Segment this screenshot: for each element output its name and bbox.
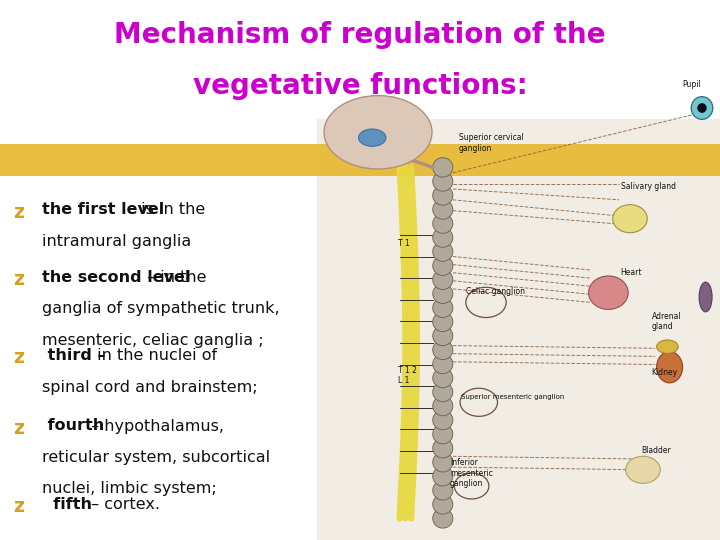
Text: Pupil: Pupil xyxy=(682,80,701,90)
Text: Superior cervical
ganglion: Superior cervical ganglion xyxy=(459,133,523,153)
Text: Adrenal
gland: Adrenal gland xyxy=(652,312,681,332)
Ellipse shape xyxy=(433,495,453,514)
Ellipse shape xyxy=(433,312,453,332)
Ellipse shape xyxy=(433,172,453,191)
Ellipse shape xyxy=(433,284,453,303)
Text: Heart: Heart xyxy=(621,268,642,278)
Text: T 1 2
L 1: T 1 2 L 1 xyxy=(398,366,417,386)
Ellipse shape xyxy=(433,481,453,500)
Text: intramural ganglia: intramural ganglia xyxy=(42,234,191,249)
Text: – cortex.: – cortex. xyxy=(86,497,160,512)
Text: Superior mesenteric ganglion: Superior mesenteric ganglion xyxy=(461,394,564,400)
Text: T 1: T 1 xyxy=(398,239,410,248)
Ellipse shape xyxy=(433,186,453,205)
Ellipse shape xyxy=(433,467,453,486)
Text: fourth: fourth xyxy=(42,418,104,434)
Ellipse shape xyxy=(433,228,453,247)
Text: Inferior
mesenteric
ganglion: Inferior mesenteric ganglion xyxy=(450,458,493,488)
Text: the first level: the first level xyxy=(42,202,164,218)
Ellipse shape xyxy=(433,410,453,430)
Ellipse shape xyxy=(433,158,453,177)
Text: reticular system, subcortical: reticular system, subcortical xyxy=(42,450,270,465)
Ellipse shape xyxy=(433,438,453,458)
Ellipse shape xyxy=(626,456,660,483)
Ellipse shape xyxy=(433,214,453,233)
Text: vegetative functions:: vegetative functions: xyxy=(193,72,527,100)
Text: Salivary gland: Salivary gland xyxy=(621,182,675,191)
Ellipse shape xyxy=(433,368,453,388)
Ellipse shape xyxy=(433,256,453,275)
Ellipse shape xyxy=(433,396,453,416)
Ellipse shape xyxy=(589,276,628,309)
Ellipse shape xyxy=(433,340,453,360)
Ellipse shape xyxy=(698,103,706,113)
Text: third –: third – xyxy=(42,348,105,363)
Text: in the nuclei of: in the nuclei of xyxy=(92,348,217,363)
Ellipse shape xyxy=(433,354,453,374)
Ellipse shape xyxy=(433,509,453,528)
Text: Kidney: Kidney xyxy=(652,368,678,377)
Ellipse shape xyxy=(359,129,386,146)
Text: z: z xyxy=(13,497,24,516)
Ellipse shape xyxy=(433,424,453,444)
Text: fifth: fifth xyxy=(42,497,91,512)
Text: Celiac ganglion: Celiac ganglion xyxy=(466,287,525,296)
Text: Mechanism of regulation of the: Mechanism of regulation of the xyxy=(114,21,606,49)
Ellipse shape xyxy=(699,282,712,312)
Text: is in the: is in the xyxy=(135,202,205,218)
Ellipse shape xyxy=(657,340,678,354)
Ellipse shape xyxy=(657,352,683,383)
Ellipse shape xyxy=(433,382,453,402)
Text: mesenteric, celiac ganglia ;: mesenteric, celiac ganglia ; xyxy=(42,333,264,348)
Text: z: z xyxy=(13,270,24,289)
Text: z: z xyxy=(13,418,24,437)
Ellipse shape xyxy=(613,205,647,233)
Text: – hypothalamus,: – hypothalamus, xyxy=(86,418,224,434)
Text: the second level: the second level xyxy=(42,270,190,285)
Bar xyxy=(317,119,720,540)
Ellipse shape xyxy=(433,453,453,472)
Text: spinal cord and brainstem;: spinal cord and brainstem; xyxy=(42,380,257,395)
Text: – in the: – in the xyxy=(142,270,207,285)
Text: Bladder: Bladder xyxy=(641,446,670,455)
Ellipse shape xyxy=(433,298,453,318)
Ellipse shape xyxy=(433,326,453,346)
Text: z: z xyxy=(13,348,24,367)
Ellipse shape xyxy=(433,200,453,219)
Ellipse shape xyxy=(324,96,432,169)
Text: z: z xyxy=(13,202,24,221)
Text: ganglia of sympathetic trunk,: ganglia of sympathetic trunk, xyxy=(42,301,279,316)
Ellipse shape xyxy=(433,242,453,261)
Text: nuclei, limbic system;: nuclei, limbic system; xyxy=(42,481,217,496)
Ellipse shape xyxy=(433,270,453,289)
Ellipse shape xyxy=(691,97,713,119)
Bar xyxy=(0,144,720,176)
